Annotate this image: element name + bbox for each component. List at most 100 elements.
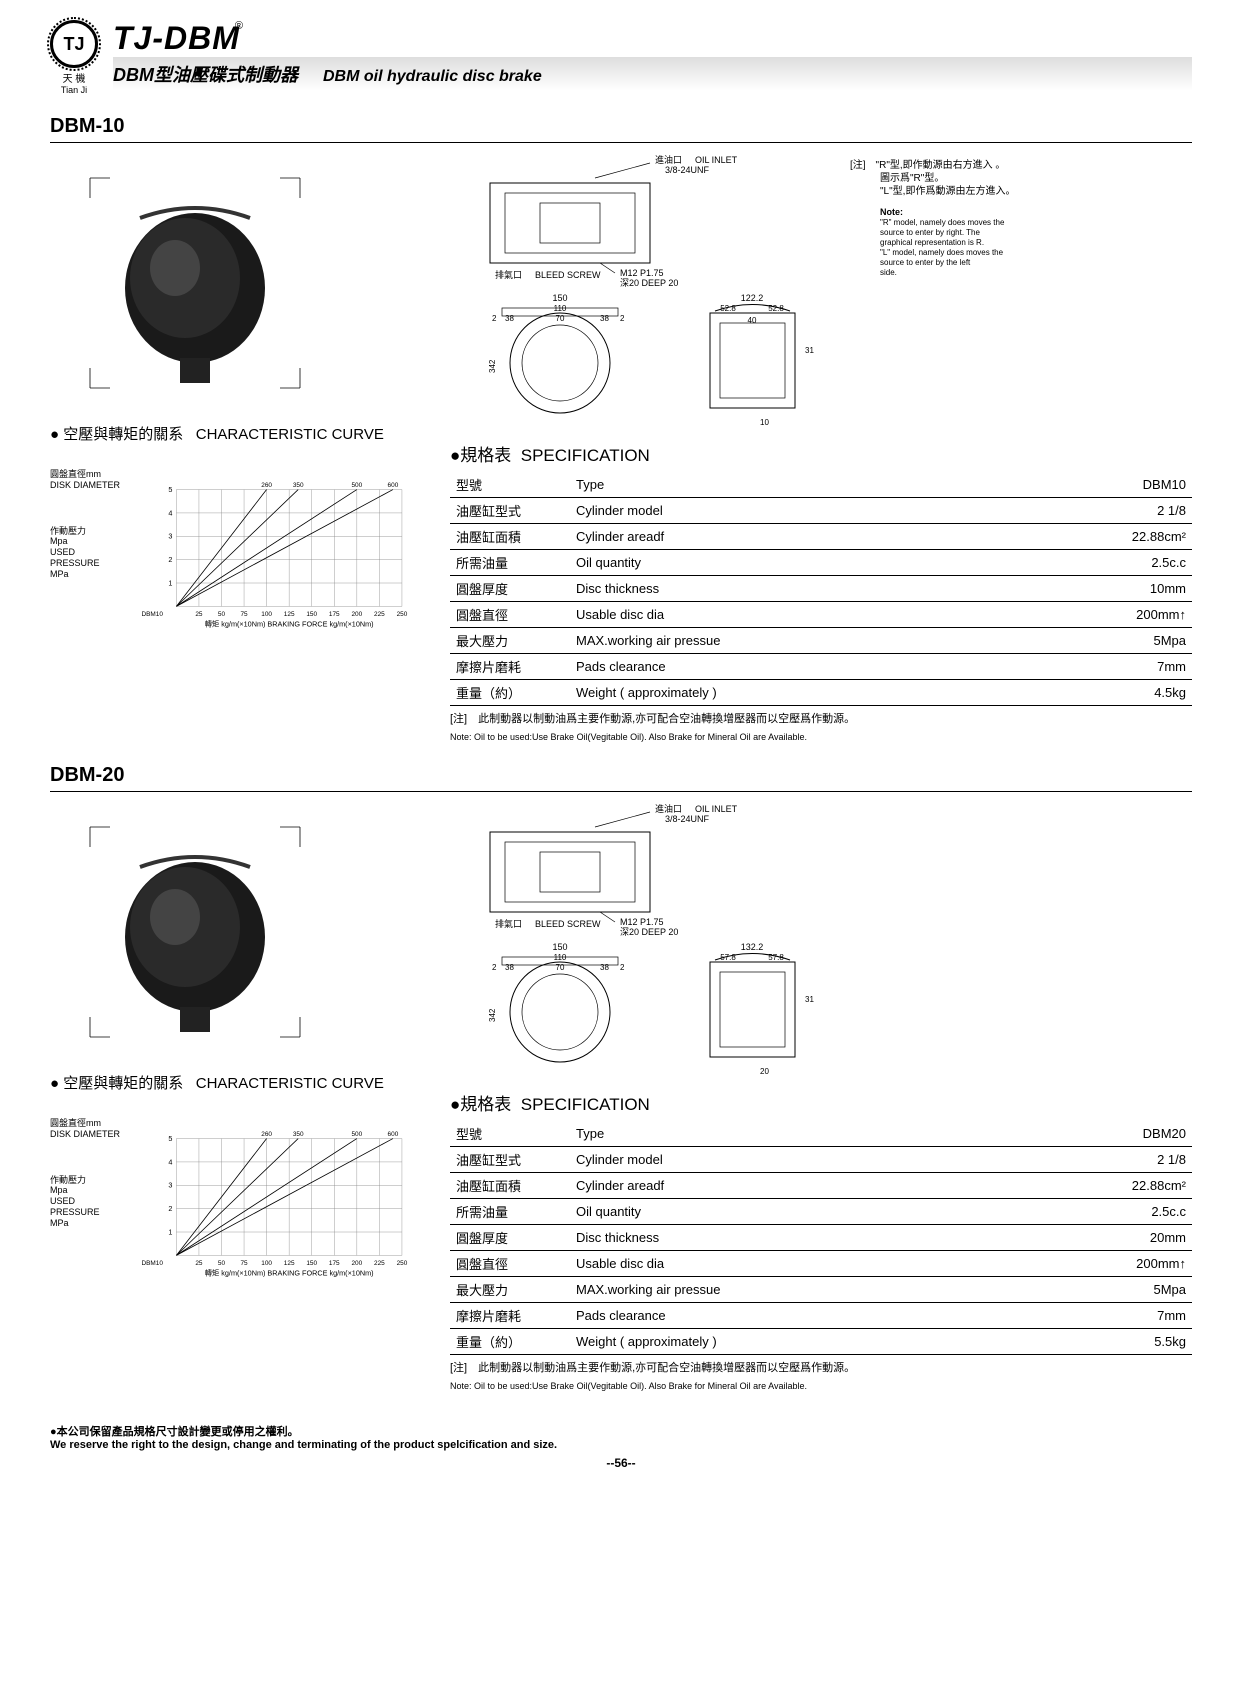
spec-en: Cylinder areadf	[570, 1172, 1092, 1198]
spec-row: 重量（約） Weight ( approximately ) 4.5kg	[450, 680, 1192, 706]
svg-text:50: 50	[218, 611, 226, 618]
svg-text:150: 150	[552, 942, 567, 952]
logo-cn: 天 機	[63, 70, 86, 85]
svg-text:2: 2	[620, 963, 625, 972]
main-title: TJ-DBM	[113, 20, 240, 57]
svg-text:10: 10	[760, 418, 769, 427]
spec-title: ●規格表 SPECIFICATION	[450, 1090, 1192, 1115]
svg-text:深20 DEEP 20: 深20 DEEP 20	[620, 278, 678, 288]
svg-text:M12 P1.75: M12 P1.75	[620, 917, 664, 927]
svg-text:200: 200	[351, 1260, 362, 1267]
note-cn: [注] 此制動器以制動油爲主要作動源,亦可配合空油轉換增壓器而以空壓爲作動源。	[450, 1361, 1192, 1375]
spec-row: 所需油量 Oil quantity 2.5c.c	[450, 550, 1192, 576]
svg-text:5: 5	[168, 485, 172, 494]
svg-text:OIL INLET: OIL INLET	[695, 155, 738, 165]
svg-text:4: 4	[168, 508, 172, 517]
spec-table: 型號 Type DBM20 油壓缸型式 Cylinder model 2 1/8…	[450, 1121, 1192, 1355]
spec-row: 油壓缸面積 Cylinder areadf 22.88cm²	[450, 524, 1192, 550]
model-title: DBM-10	[50, 115, 1192, 143]
spec-row: 摩擦片磨耗 Pads clearance 7mm	[450, 1302, 1192, 1328]
spec-row: 最大壓力 MAX.working air pressue 5Mpa	[450, 628, 1192, 654]
spec-cn: 最大壓力	[450, 1276, 570, 1302]
note-en: Note: Oil to be used:Use Brake Oil(Vegit…	[450, 1381, 1192, 1393]
logo-en: Tian Ji	[61, 85, 87, 95]
svg-text:2: 2	[620, 314, 625, 323]
spec-en: Weight ( approximately )	[570, 1328, 1092, 1354]
spec-en: Oil quantity	[570, 550, 1092, 576]
spec-cn: 圓盤直徑	[450, 602, 570, 628]
svg-text:轉矩 kg/m(×10Nm) BRAKING FORC: 轉矩 kg/m(×10Nm) BRAKING FORCE kg/m(×10Nm)	[205, 620, 374, 629]
svg-text:圖示爲"R"型。: 圖示爲"R"型。	[880, 171, 944, 184]
spec-en: Usable disc dia	[570, 1250, 1092, 1276]
svg-text:M12 P1.75: M12 P1.75	[620, 268, 664, 278]
spec-val: 10mm	[1092, 576, 1192, 602]
svg-text:100: 100	[261, 611, 272, 618]
spec-cn: 摩擦片磨耗	[450, 1302, 570, 1328]
technical-diagram: 進油口OIL INLET3/8-24UNF排氣口BLEED SCREWM12 P…	[450, 153, 1070, 433]
svg-text:38: 38	[505, 963, 514, 972]
curve-title: ● 空壓與轉矩的關系 CHARACTERISTIC CURVE	[50, 423, 420, 444]
svg-text:"L"型,即作爲動源由左方進入。: "L"型,即作爲動源由左方進入。	[880, 184, 1015, 197]
model-title: DBM-20	[50, 764, 1192, 792]
spec-val: 22.88cm²	[1092, 1172, 1192, 1198]
spec-val: 5.5kg	[1092, 1328, 1192, 1354]
svg-text:75: 75	[240, 1260, 248, 1267]
spec-row: 圓盤直徑 Usable disc dia 200mm↑	[450, 602, 1192, 628]
spec-cn: 圓盤厚度	[450, 1224, 570, 1250]
spec-cn: 所需油量	[450, 550, 570, 576]
spec-row: 最大壓力 MAX.working air pressue 5Mpa	[450, 1276, 1192, 1302]
spec-val: 4.5kg	[1092, 680, 1192, 706]
product-photo	[80, 817, 310, 1047]
svg-text:DBM10: DBM10	[141, 1260, 163, 1267]
svg-text:150: 150	[306, 611, 317, 618]
spec-en: Cylinder model	[570, 498, 1092, 524]
characteristic-chart: 1234525507510012515017520022525026035050…	[120, 454, 410, 654]
svg-text:Note:: Note:	[880, 207, 903, 217]
svg-text:200: 200	[351, 611, 362, 618]
characteristic-chart: 1234525507510012515017520022525026035050…	[120, 1103, 410, 1303]
spec-cn: 摩擦片磨耗	[450, 654, 570, 680]
svg-text:122.2: 122.2	[741, 293, 764, 303]
sub-cn: DBM型油壓碟式制動器	[113, 61, 298, 87]
svg-text:OIL INLET: OIL INLET	[695, 804, 738, 814]
reg-mark: ®	[235, 20, 243, 32]
svg-text:52.8: 52.8	[720, 304, 736, 313]
spec-en: Oil quantity	[570, 1198, 1092, 1224]
note-cn: [注] 此制動器以制動油爲主要作動源,亦可配合空油轉換增壓器而以空壓爲作動源。	[450, 712, 1192, 726]
curve-title: ● 空壓與轉矩的關系 CHARACTERISTIC CURVE	[50, 1072, 420, 1093]
page-header: TJ 天 機 Tian Ji TJ-DBM ® DBM型油壓碟式制動器 DBM …	[50, 20, 1192, 95]
spec-row: 圓盤直徑 Usable disc dia 200mm↑	[450, 1250, 1192, 1276]
spec-cn: 圓盤直徑	[450, 1250, 570, 1276]
svg-text:500: 500	[351, 1131, 362, 1138]
svg-text:1: 1	[168, 1227, 172, 1236]
spec-table: 型號 Type DBM10 油壓缸型式 Cylinder model 2 1/8…	[450, 472, 1192, 706]
svg-text:70: 70	[556, 963, 565, 972]
spec-val: 2 1/8	[1092, 498, 1192, 524]
svg-text:排氣口: 排氣口	[495, 269, 522, 280]
spec-cn: 油壓缸型式	[450, 498, 570, 524]
spec-val: 2.5c.c	[1092, 1198, 1192, 1224]
svg-text:70: 70	[556, 314, 565, 323]
footer: ●本公司保留產品規格尺寸設計變更或停用之權利。 We reserve the r…	[50, 1423, 1192, 1470]
svg-text:125: 125	[284, 1260, 295, 1267]
svg-text:175: 175	[329, 611, 340, 618]
svg-text:深20 DEEP 20: 深20 DEEP 20	[620, 927, 678, 937]
svg-text:225: 225	[374, 1260, 385, 1267]
svg-text:57.8: 57.8	[768, 953, 784, 962]
spec-cn: 所需油量	[450, 1198, 570, 1224]
svg-text:3: 3	[168, 532, 172, 541]
spec-en: Disc thickness	[570, 576, 1092, 602]
note-en: Note: Oil to be used:Use Brake Oil(Vegit…	[450, 732, 1192, 744]
svg-text:[注] "R"型,即作動源由右方進入 。: [注] "R"型,即作動源由右方進入 。	[850, 158, 1005, 171]
spec-en: Type	[570, 472, 1092, 498]
svg-text:"R" model, namely does moves t: "R" model, namely does moves the	[880, 218, 1005, 227]
svg-text:350: 350	[293, 482, 304, 489]
svg-text:150: 150	[306, 1260, 317, 1267]
svg-text:20: 20	[760, 1067, 769, 1076]
spec-row: 圓盤厚度 Disc thickness 10mm	[450, 576, 1192, 602]
spec-en: Cylinder areadf	[570, 524, 1092, 550]
spec-row: 型號 Type DBM20	[450, 1121, 1192, 1147]
spec-cn: 重量（約）	[450, 1328, 570, 1354]
svg-text:75: 75	[240, 611, 248, 618]
spec-cn: 油壓缸型式	[450, 1146, 570, 1172]
